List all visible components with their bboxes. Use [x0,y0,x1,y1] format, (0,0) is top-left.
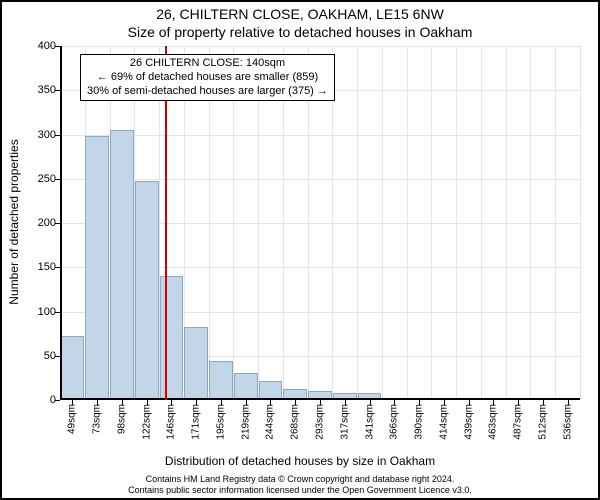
x-tick-label: 390sqm [414,404,425,440]
footnote-line-2: Contains public sector information licen… [2,485,598,496]
x-tick-label: 244sqm [265,404,276,440]
x-tick-label: 219sqm [240,404,251,440]
x-tick-label: 268sqm [290,404,301,440]
x-tick-label: 73sqm [92,404,103,434]
x-tick-label: 341sqm [364,404,375,440]
gridline-v [382,46,383,400]
gridline-v [530,46,531,400]
gridline-v [456,46,457,400]
histogram-bar [283,389,307,400]
x-tick-mark [543,400,544,405]
gridline-v [481,46,482,400]
histogram-bar [184,327,208,400]
x-axis-label: Distribution of detached houses by size … [2,454,598,468]
x-tick-label: 487sqm [513,404,524,440]
y-tick-mark [55,356,60,357]
gridline-v [357,46,358,400]
plot-area: 05010015020025030035040049sqm73sqm98sqm1… [60,46,580,400]
y-axis-label: Number of detached properties [7,139,21,304]
histogram-bar [234,373,258,400]
y-tick-label: 250 [38,173,56,185]
x-tick-mark [147,400,148,405]
histogram-bar [333,393,357,400]
x-tick-mark [97,400,98,405]
x-tick-label: 512sqm [537,404,548,440]
histogram-bar [60,336,84,400]
x-tick-label: 195sqm [215,404,226,440]
chart-frame: 26, CHILTERN CLOSE, OAKHAM, LE15 6NW Siz… [0,0,600,500]
histogram-bar [85,136,109,400]
x-tick-label: 146sqm [166,404,177,440]
x-tick-label: 98sqm [116,404,127,434]
x-tick-label: 536sqm [562,404,573,440]
y-tick-label: 150 [38,261,56,273]
subtitle: Size of property relative to detached ho… [2,24,598,40]
histogram-bar [358,393,382,400]
histogram-bar [259,381,283,400]
annotation-line-3: 30% of semi-detached houses are larger (… [87,85,328,99]
x-tick-mark [469,400,470,405]
y-tick-label: 100 [38,306,56,318]
x-tick-label: 317sqm [339,404,350,440]
y-tick-mark [55,223,60,224]
y-tick-label: 400 [38,40,56,52]
gridline-h [60,135,580,136]
x-tick-label: 366sqm [389,404,400,440]
x-tick-label: 463sqm [488,404,499,440]
histogram-bar [209,361,233,400]
x-tick-mark [196,400,197,405]
y-tick-label: 350 [38,84,56,96]
address-title: 26, CHILTERN CLOSE, OAKHAM, LE15 6NW [2,6,598,22]
footnote-line-1: Contains HM Land Registry data © Crown c… [2,474,598,485]
x-tick-label: 439sqm [463,404,474,440]
x-tick-mark [246,400,247,405]
x-tick-mark [493,400,494,405]
histogram-bar [160,276,184,400]
histogram-bar [135,181,159,400]
gridline-h [60,46,580,47]
histogram-bar [308,391,332,400]
x-tick-label: 171sqm [191,404,202,440]
x-tick-mark [295,400,296,405]
gridline-v [580,46,581,400]
x-tick-label: 49sqm [67,404,78,434]
y-tick-mark [55,179,60,180]
y-tick-mark [55,46,60,47]
x-tick-mark [419,400,420,405]
annotation-line-2: ← 69% of detached houses are smaller (85… [87,71,328,85]
x-tick-label: 122sqm [141,404,152,440]
x-tick-mark [270,400,271,405]
y-tick-mark [55,312,60,313]
x-tick-mark [320,400,321,405]
x-tick-mark [122,400,123,405]
x-tick-label: 414sqm [438,404,449,440]
x-tick-mark [345,400,346,405]
gridline-v [407,46,408,400]
y-tick-mark [55,267,60,268]
x-tick-mark [72,400,73,405]
x-tick-mark [171,400,172,405]
footnote: Contains HM Land Registry data © Crown c… [2,474,598,496]
annotation-box: 26 CHILTERN CLOSE: 140sqm← 69% of detach… [80,54,335,101]
gridline-v [431,46,432,400]
x-tick-label: 293sqm [315,404,326,440]
x-tick-mark [518,400,519,405]
annotation-line-1: 26 CHILTERN CLOSE: 140sqm [87,57,328,71]
gridline-v [555,46,556,400]
x-tick-mark [370,400,371,405]
y-tick-label: 200 [38,217,56,229]
x-tick-mark [568,400,569,405]
y-tick-mark [55,90,60,91]
gridline-v [506,46,507,400]
x-tick-mark [444,400,445,405]
y-tick-mark [55,400,60,401]
y-tick-label: 300 [38,129,56,141]
y-tick-mark [55,135,60,136]
histogram-bar [110,130,134,400]
x-tick-mark [394,400,395,405]
x-tick-mark [221,400,222,405]
